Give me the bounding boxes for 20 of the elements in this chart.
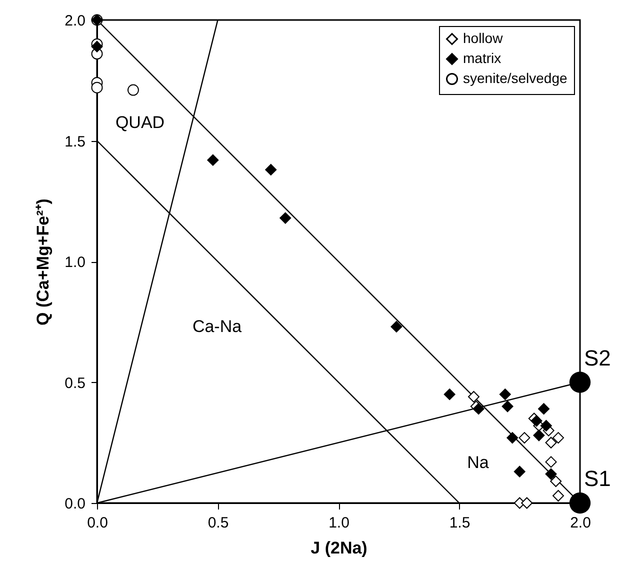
x-tick-label: 1.0 <box>328 514 350 532</box>
x-tick-label: 0.0 <box>87 514 108 532</box>
legend-label: hollow <box>463 30 504 46</box>
y-tick-label: 1.5 <box>64 133 86 150</box>
y-tick-label: 1.0 <box>64 254 86 271</box>
y-tick-label: 2.0 <box>64 12 86 30</box>
annotation: QUAD <box>115 113 165 132</box>
y-tick-label: 0.0 <box>64 496 86 512</box>
annotation: Na <box>467 453 490 472</box>
x-tick-label: 0.5 <box>208 514 229 532</box>
annotation: Ca-Na <box>192 317 242 336</box>
legend-label: matrix <box>463 50 502 66</box>
y-axis-title: Q (Ca+Mg+Fe²⁺) <box>34 198 53 326</box>
x-tick-label: 2.0 <box>570 514 591 532</box>
legend-label: syenite/selvedge <box>463 70 568 86</box>
annotation: S2 <box>584 345 611 370</box>
x-axis-title: J (2Na) <box>310 538 368 558</box>
y-tick-label: 0.5 <box>64 374 86 392</box>
annotation: S1 <box>584 466 611 491</box>
x-tick-label: 1.5 <box>449 514 470 532</box>
